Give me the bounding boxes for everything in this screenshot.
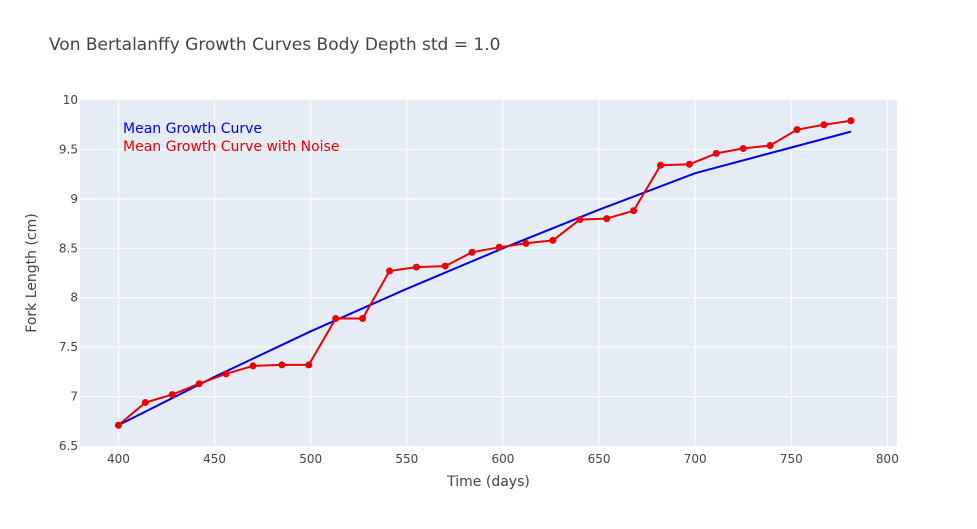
x-tick-label: 650 — [588, 452, 611, 466]
x-tick-label: 750 — [780, 452, 803, 466]
data-point[interactable] — [195, 380, 203, 388]
tick-labels: 400 450 500 550 600 650 700 750 800 6.5 7 7.5 8 8.5 9 9… — [59, 93, 899, 466]
plot-background — [80, 100, 897, 446]
legend: Mean Growth Curve Mean Growth Curve with … — [123, 121, 339, 155]
data-point[interactable] — [630, 207, 638, 215]
y-axis-label: Fork Length (cm) — [24, 213, 40, 332]
data-point[interactable] — [685, 160, 693, 168]
data-point[interactable] — [657, 161, 665, 169]
data-point[interactable] — [739, 144, 747, 152]
series-layer — [114, 117, 855, 429]
data-point[interactable] — [820, 121, 828, 129]
y-tick-label: 8 — [70, 291, 78, 305]
data-point[interactable] — [332, 314, 340, 322]
data-point[interactable] — [278, 361, 286, 369]
data-point[interactable] — [712, 149, 720, 157]
x-tick-label: 400 — [107, 452, 130, 466]
y-tick-label: 7 — [70, 390, 78, 404]
legend-entry-2: Mean Growth Curve with Noise — [123, 139, 339, 155]
series-line-1 — [117, 130, 852, 427]
legend-entry-1: Mean Growth Curve — [123, 121, 262, 137]
data-point[interactable] — [495, 243, 503, 251]
series-line-2 — [117, 119, 852, 426]
data-point[interactable] — [793, 126, 801, 134]
data-point[interactable] — [141, 399, 149, 407]
data-point[interactable] — [168, 391, 176, 399]
data-point[interactable] — [766, 141, 774, 149]
data-point[interactable] — [576, 216, 584, 224]
data-point[interactable] — [549, 236, 557, 244]
data-point[interactable] — [468, 248, 476, 256]
x-tick-label: 800 — [876, 452, 899, 466]
y-tick-label: 6.5 — [59, 439, 78, 453]
y-tick-label: 9.5 — [59, 142, 78, 156]
data-point[interactable] — [412, 263, 420, 271]
data-point[interactable] — [441, 262, 449, 270]
data-point[interactable] — [222, 370, 230, 378]
x-tick-label: 600 — [491, 452, 514, 466]
x-tick-label: 550 — [395, 452, 418, 466]
data-point[interactable] — [522, 239, 530, 247]
y-tick-label: 7.5 — [59, 340, 78, 354]
x-tick-label: 700 — [684, 452, 707, 466]
y-tick-label: 8.5 — [59, 241, 78, 255]
data-point[interactable] — [603, 215, 611, 223]
data-point[interactable] — [847, 117, 855, 125]
y-tick-label: 10 — [63, 93, 78, 107]
x-axis-label: Time (days) — [446, 474, 530, 490]
x-tick-label: 500 — [299, 452, 322, 466]
y-tick-label: 9 — [70, 192, 78, 206]
data-point[interactable] — [359, 314, 367, 322]
x-tick-label: 450 — [203, 452, 226, 466]
chart-title: Von Bertalanffy Growth Curves Body Depth… — [49, 35, 500, 55]
grid-lines — [80, 100, 897, 446]
data-point[interactable] — [114, 421, 122, 429]
data-point[interactable] — [305, 361, 313, 369]
data-point[interactable] — [385, 267, 393, 275]
data-point[interactable] — [249, 362, 257, 370]
